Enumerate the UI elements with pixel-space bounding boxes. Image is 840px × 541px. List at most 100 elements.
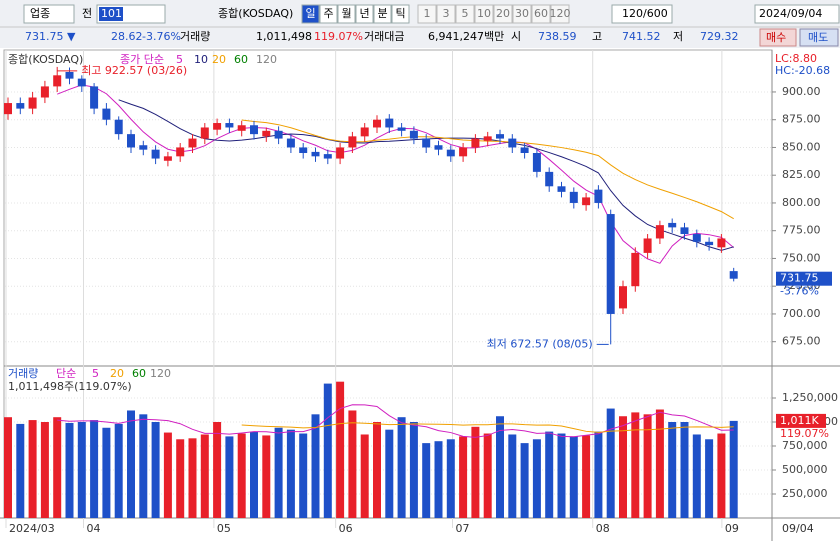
candle-body (28, 97, 37, 109)
code-highlight (99, 7, 123, 21)
market: 업종 (30, 7, 50, 20)
candle-body (594, 189, 603, 203)
interval-button[interactable] (417, 4, 437, 24)
candle-body (213, 123, 222, 130)
volume-bar (16, 423, 25, 518)
period-button[interactable] (373, 4, 392, 24)
count-input[interactable] (611, 4, 673, 24)
y-tick-label: 700.00 (782, 307, 821, 320)
candle-body (717, 238, 726, 248)
candle-body (631, 252, 640, 287)
x-tick-label: 06 (339, 522, 353, 535)
volume-bar (692, 434, 701, 518)
interval-button[interactable] (455, 4, 475, 24)
volume-tag (776, 413, 826, 428)
date-input[interactable] (754, 4, 840, 24)
candle-body (471, 138, 480, 148)
volume-bar (323, 383, 332, 518)
interval: 5 (462, 7, 469, 20)
volume-bar (53, 417, 62, 518)
candle-body (692, 234, 701, 242)
candle-body (360, 127, 369, 137)
candle-body (139, 145, 148, 150)
change: 28.62 (111, 30, 143, 43)
volume-bar (274, 427, 283, 518)
interval-button[interactable] (550, 4, 570, 24)
candle-body (53, 75, 62, 87)
volume-bar (594, 431, 603, 518)
interval: 30 (515, 7, 529, 20)
candle-body (114, 119, 123, 135)
scope: 전 (82, 7, 92, 20)
interval: 10 (477, 7, 491, 20)
y-tick-label: 800.00 (782, 196, 821, 209)
x-tick-label: 2024/03 (9, 522, 55, 535)
candle-body (151, 149, 160, 159)
volume-bar (151, 422, 160, 518)
interval-button[interactable] (531, 4, 551, 24)
period: 일 (305, 6, 315, 20)
volume-bar (705, 439, 714, 518)
volume-bar (28, 420, 37, 518)
candle-body (225, 123, 234, 128)
volume-bar (286, 429, 295, 518)
candle-body (323, 154, 332, 159)
volume-bar (114, 423, 123, 518)
date: 2024/09/04 (759, 7, 822, 20)
volume-legend: 거래량 (8, 367, 38, 380)
legend-ma: 120 (256, 53, 277, 66)
volume-bar (422, 443, 431, 518)
volume-bar (336, 381, 345, 518)
sell-button[interactable] (799, 28, 839, 47)
volume-label: 거래량 (180, 30, 210, 43)
period: 주 (323, 7, 333, 20)
candle-body (569, 191, 578, 203)
volume-bar (545, 431, 554, 518)
candle-body (729, 271, 738, 279)
volume-bar (348, 410, 357, 518)
buy-button[interactable] (759, 28, 797, 47)
y-tick-label: 675.00 (782, 335, 821, 348)
volume-bar (65, 422, 74, 518)
candle-body (496, 134, 504, 139)
volume-bar (299, 433, 308, 518)
volume-bar (139, 414, 148, 518)
interval-button[interactable] (436, 4, 456, 24)
interval-button[interactable] (512, 4, 532, 24)
candle-body (348, 136, 357, 148)
candle-body (655, 225, 664, 239)
volume-bar (520, 443, 529, 518)
candle-body (176, 147, 185, 157)
period-button[interactable] (301, 4, 320, 24)
candle-body (127, 134, 135, 148)
total: /600 (643, 7, 668, 20)
candle-body (262, 130, 271, 137)
candle-body (102, 108, 111, 120)
x-tick-label: 04 (86, 522, 100, 535)
volume-legend-ma: 60 (132, 367, 146, 380)
rate: -3.76% (142, 30, 181, 43)
candle-body (545, 171, 554, 187)
y-tick-label: 500,000 (782, 463, 828, 476)
interval-button[interactable] (474, 4, 494, 24)
volume-bar (385, 429, 394, 518)
volume-bar (557, 433, 566, 518)
candle-body (163, 156, 172, 161)
period-button[interactable] (355, 4, 374, 24)
period-button[interactable] (337, 4, 356, 24)
candle-body (680, 227, 689, 235)
period-button[interactable] (319, 4, 338, 24)
volume-bar (729, 420, 738, 518)
volume-bar (496, 416, 504, 518)
interval-button[interactable] (493, 4, 513, 24)
x-tick-label: 08 (596, 522, 610, 535)
market-select[interactable] (23, 4, 75, 24)
legend-ma: 10 (194, 53, 208, 66)
y-tick-label: 1,250,000 (782, 391, 838, 404)
interval: 20 (496, 7, 510, 20)
y-tick-label: 850.00 (782, 140, 821, 153)
change-label: -3.76% (780, 285, 819, 298)
high-annotation: 최고 922.57 (03/26) (81, 64, 187, 77)
candle-body (643, 238, 652, 253)
period-button[interactable] (391, 4, 410, 24)
